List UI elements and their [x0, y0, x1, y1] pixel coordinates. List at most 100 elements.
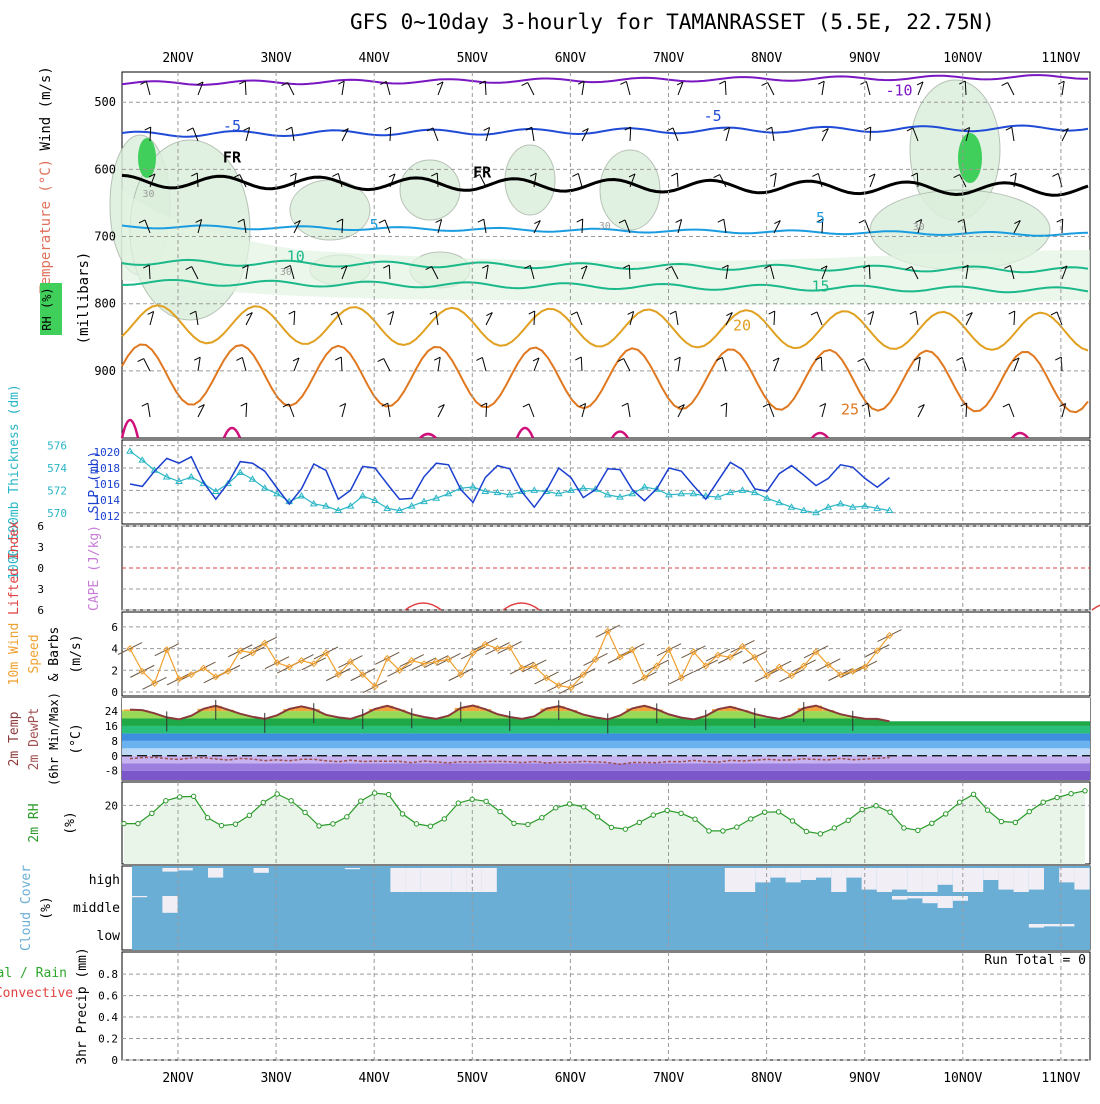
rh2m-point: [831, 825, 838, 831]
isotherm-20: [121, 304, 1089, 352]
rh2m-point: [873, 803, 879, 809]
wind-barb-flag: [292, 357, 300, 362]
wind10m-barb: [117, 642, 143, 656]
precip-tick-label: 0.2: [98, 1033, 118, 1046]
wind-barb: [868, 264, 871, 280]
thickness-point: [775, 498, 784, 506]
cloud-cell-high: [1059, 868, 1075, 883]
thickness-point: [481, 487, 490, 495]
wind-barb: [629, 311, 635, 326]
wind-barb: [625, 81, 631, 96]
wind-barb: [145, 81, 151, 96]
wind-barb: [528, 403, 535, 418]
wind-barb-flag: [339, 403, 346, 407]
cloud-cell-high: [1028, 868, 1044, 890]
wind-barb: [581, 128, 589, 142]
wind-barb: [676, 172, 679, 188]
temp-peak-fill: [724, 706, 737, 712]
wind-barb-flag: [719, 80, 726, 85]
rh2m-point: [1040, 799, 1046, 805]
wind-barb: [581, 265, 588, 280]
wind-barb: [245, 312, 253, 326]
wind-barb-flag: [624, 126, 631, 131]
slp-line: [129, 455, 890, 509]
temp-tick-label: 16: [105, 720, 118, 733]
cape-axis-label: CAPE (J/kg): [87, 525, 102, 611]
wind-barb: [964, 80, 967, 96]
isotherm-30-fragment: [120, 418, 140, 439]
rh2m-point: [775, 809, 782, 815]
wind-barb-flag: [666, 127, 674, 132]
wind-barb-flag: [909, 310, 917, 315]
wind-barb: [725, 402, 728, 418]
wind-barb-flag: [810, 311, 818, 316]
wind-barb: [533, 220, 541, 234]
contour-label: 5: [370, 216, 379, 234]
rh2m-point: [845, 817, 851, 824]
rh2m-point: [1054, 794, 1060, 801]
temp-axis-label-3: (6hr Min/Max): [47, 692, 61, 786]
wind10m-point: [555, 681, 563, 690]
wind10m-point: [775, 663, 783, 671]
wind-barb-flag: [140, 81, 147, 85]
wind-barb-flag: [330, 311, 338, 316]
rh2m-point: [274, 791, 280, 797]
temp-band: [122, 770, 1090, 780]
contour-label: FR: [223, 149, 242, 167]
contour-label: -10: [885, 82, 912, 100]
thickness-point: [812, 508, 820, 516]
temp-axis-label-1: 2m Temp: [7, 711, 22, 766]
wind10m-point: [567, 684, 575, 692]
wind-barb: [911, 266, 919, 280]
wind-barb: [821, 403, 827, 418]
date-label-top: 6NOV: [555, 51, 586, 66]
wind10m-point: [175, 675, 183, 683]
wind-barb: [243, 219, 247, 234]
wind-barb: [1013, 173, 1017, 188]
date-label-top: 11NOV: [1041, 51, 1080, 66]
cloud-cell-high: [770, 868, 786, 878]
rh2m-point: [135, 820, 141, 827]
wind-barb-flag: [956, 357, 963, 361]
isotherm-30-fragment: [515, 426, 535, 439]
cloud-cell-high: [405, 868, 421, 892]
date-label-bottom: 9NOV: [849, 1071, 880, 1086]
thickness-point: [395, 506, 404, 514]
wind-barb: [485, 402, 488, 418]
wind-barb: [241, 357, 247, 372]
wind-barb-flag: [628, 173, 636, 178]
wind-barb: [916, 172, 919, 188]
rh2m-point: [943, 811, 949, 817]
wind-barb: [917, 219, 923, 234]
date-label-bottom: 8NOV: [751, 1071, 782, 1086]
wind-barb-flag: [768, 310, 775, 315]
wind10m-point: [297, 656, 306, 665]
rh2m-point: [817, 831, 824, 837]
wind-barb: [917, 404, 925, 418]
wind-barb-flag: [381, 402, 389, 407]
thickness-point: [579, 484, 588, 491]
rh2m-point: [761, 809, 768, 815]
wind-barb: [1057, 173, 1063, 188]
wind-tick-label: 6: [111, 621, 118, 634]
wind-barb: [721, 357, 727, 372]
lifted-index-bump: [404, 602, 442, 611]
wind-barb: [197, 404, 205, 418]
wind-barb: [244, 80, 247, 96]
contour-label: -5: [704, 107, 722, 125]
rh2m-line: [124, 790, 1086, 835]
wind10m-point: [236, 647, 244, 655]
date-label-top: 4NOV: [359, 51, 390, 66]
cloud-cell-high: [952, 868, 968, 892]
wind-barb: [869, 126, 872, 142]
wind-barb-flag: [239, 80, 246, 85]
wind-barb: [767, 82, 775, 96]
wind-barb: [341, 218, 344, 234]
rh-axis-label-2: (%): [63, 811, 78, 834]
wind-barb-flag: [966, 312, 973, 316]
wind10m-point: [150, 679, 159, 687]
wind-barb-flag: [524, 265, 531, 269]
wind-barb-flag: [282, 403, 290, 408]
wind10m-point: [359, 671, 367, 679]
page-title: GFS 0~10day 3-hourly for TAMANRASSET (5.…: [350, 10, 995, 34]
